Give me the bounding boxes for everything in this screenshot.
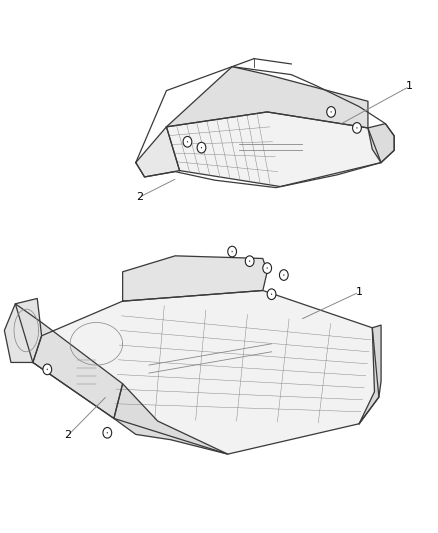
Polygon shape: [15, 304, 123, 418]
Circle shape: [183, 136, 192, 147]
Circle shape: [197, 142, 206, 153]
Circle shape: [228, 246, 237, 257]
Circle shape: [47, 369, 48, 370]
Circle shape: [353, 123, 361, 133]
Circle shape: [107, 432, 108, 434]
Circle shape: [103, 427, 112, 438]
Circle shape: [245, 256, 254, 266]
Text: 2: 2: [136, 192, 143, 202]
Polygon shape: [368, 124, 394, 163]
Polygon shape: [123, 256, 267, 301]
Circle shape: [201, 147, 202, 149]
Circle shape: [356, 127, 357, 129]
Text: 2: 2: [64, 431, 71, 440]
Polygon shape: [166, 112, 381, 187]
Polygon shape: [114, 384, 228, 454]
Circle shape: [267, 289, 276, 300]
Polygon shape: [33, 290, 379, 454]
Circle shape: [330, 111, 332, 113]
Circle shape: [187, 141, 188, 143]
Polygon shape: [136, 127, 180, 177]
Circle shape: [279, 270, 288, 280]
Text: 1: 1: [356, 287, 363, 297]
Circle shape: [266, 267, 268, 269]
Circle shape: [263, 263, 272, 273]
Circle shape: [43, 364, 52, 375]
Circle shape: [327, 107, 336, 117]
Polygon shape: [359, 325, 381, 424]
Polygon shape: [4, 298, 42, 362]
Circle shape: [249, 260, 251, 262]
Polygon shape: [166, 67, 368, 128]
Circle shape: [231, 251, 233, 253]
Circle shape: [283, 274, 285, 276]
Circle shape: [271, 293, 272, 295]
Text: 1: 1: [406, 82, 413, 91]
